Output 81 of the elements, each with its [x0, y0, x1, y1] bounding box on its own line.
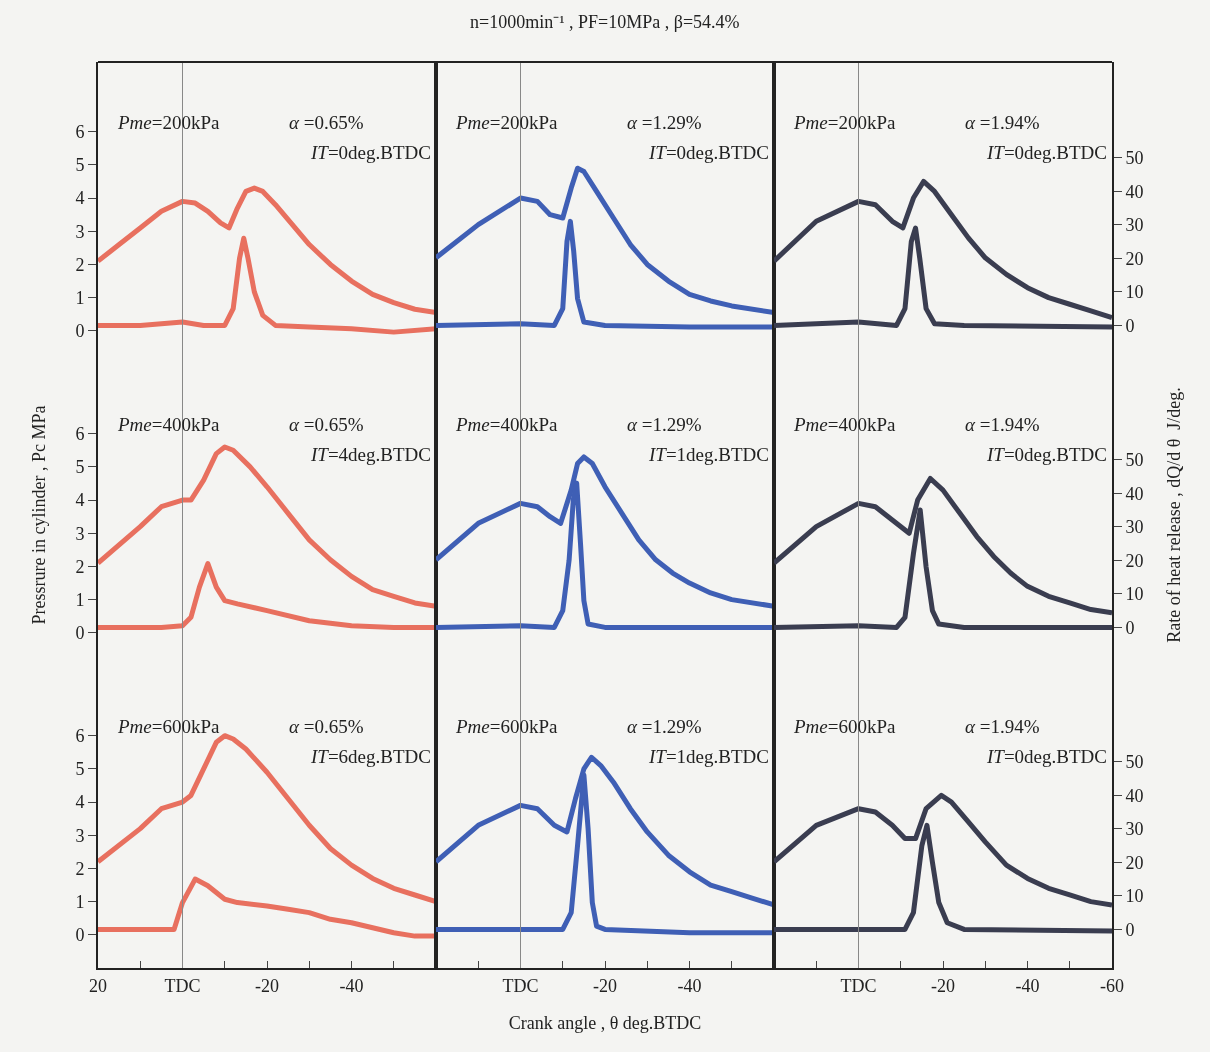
y-tick-label: 0: [75, 925, 85, 946]
annotation: IT=0deg.BTDC: [310, 142, 431, 163]
y-tick-label: 1: [75, 287, 85, 308]
y2-tick-label: 20: [1125, 852, 1144, 873]
y2-tick-label: 0: [1125, 315, 1135, 336]
y2-tick-label: 10: [1125, 282, 1144, 303]
y-tick-label: 6: [75, 725, 85, 746]
annotation: α =1.29%: [627, 716, 702, 737]
y-tick-label: 5: [75, 457, 85, 478]
annotation: IT=6deg.BTDC: [310, 746, 431, 767]
y-tick-label: 0: [75, 623, 85, 644]
x-tick-label: 20: [89, 975, 107, 996]
annotation: IT=0deg.BTDC: [986, 444, 1107, 465]
y2-axis-title: Rate of heat release , dQ/d θ J/deg.: [1164, 387, 1185, 643]
y-tick-label: 1: [75, 589, 85, 610]
y-tick-label: 3: [75, 523, 85, 544]
annotation: α =0.65%: [289, 112, 364, 133]
y2-tick-label: 40: [1125, 181, 1144, 202]
x-tick-label: -20: [593, 975, 617, 996]
annotation: α =1.94%: [965, 716, 1040, 737]
y-tick-label: 2: [75, 254, 85, 275]
annotation: IT=1deg.BTDC: [648, 444, 769, 465]
y-tick-label: 2: [75, 556, 85, 577]
y2-tick-label: 20: [1125, 248, 1144, 269]
annotation: Pme=400kPa: [117, 414, 221, 435]
y-tick-label: 4: [75, 792, 85, 813]
annotation: Pme=200kPa: [455, 112, 559, 133]
y-axis-title: Pressrure in cylinder , Pc MPa: [29, 405, 50, 625]
annotation: α =0.65%: [289, 414, 364, 435]
annotation: α =1.94%: [965, 112, 1040, 133]
x-axis-title: Crank angle , θ deg.BTDC: [508, 1013, 702, 1034]
y-tick-label: 4: [75, 490, 85, 511]
x-tick-label: TDC: [164, 975, 201, 996]
y-tick-label: 0: [75, 321, 85, 342]
annotation: IT=4deg.BTDC: [310, 444, 431, 465]
y-tick-label: 1: [75, 891, 85, 912]
x-tick-label: -60: [1100, 975, 1124, 996]
y-tick-label: 5: [75, 155, 85, 176]
y2-tick-label: 30: [1125, 819, 1144, 840]
y2-tick-label: 0: [1125, 919, 1135, 940]
y2-tick-label: 40: [1125, 785, 1144, 806]
annotation: α =1.94%: [965, 414, 1040, 435]
y2-tick-label: 50: [1125, 147, 1144, 168]
y2-tick-label: 10: [1125, 584, 1144, 605]
annotation: α =1.29%: [627, 414, 702, 435]
y2-tick-label: 30: [1125, 215, 1144, 236]
y-tick-label: 2: [75, 858, 85, 879]
y-tick-label: 6: [75, 423, 85, 444]
annotation: Pme=600kPa: [117, 716, 221, 737]
y-tick-label: 6: [75, 121, 85, 142]
annotation: Pme=400kPa: [455, 414, 559, 435]
y-tick-label: 5: [75, 759, 85, 780]
y2-tick-label: 20: [1125, 550, 1144, 571]
y2-tick-label: 10: [1125, 886, 1144, 907]
y-tick-label: 3: [75, 221, 85, 242]
annotation: Pme=600kPa: [793, 716, 897, 737]
x-tick-label: TDC: [840, 975, 877, 996]
annotation: α =1.29%: [627, 112, 702, 133]
x-tick-label: -40: [339, 975, 364, 996]
annotation: Pme=600kPa: [455, 716, 559, 737]
annotation: IT=0deg.BTDC: [986, 142, 1107, 163]
annotation: IT=1deg.BTDC: [648, 746, 769, 767]
annotation: IT=0deg.BTDC: [648, 142, 769, 163]
annotation: Pme=200kPa: [793, 112, 897, 133]
x-tick-label: -40: [677, 975, 702, 996]
chart-title: n=1000min⁻¹ , PF=10MPa , β=54.4%: [470, 12, 740, 32]
annotation: Pme=200kPa: [117, 112, 221, 133]
x-tick-label: -40: [1015, 975, 1040, 996]
x-tick-label: -20: [255, 975, 279, 996]
y2-tick-label: 0: [1125, 617, 1135, 638]
y2-tick-label: 40: [1125, 483, 1144, 504]
annotation: α =0.65%: [289, 716, 364, 737]
y2-tick-label: 50: [1125, 449, 1144, 470]
annotation: Pme=400kPa: [793, 414, 897, 435]
y-tick-label: 4: [75, 188, 85, 209]
x-tick-label: -20: [931, 975, 955, 996]
y2-tick-label: 50: [1125, 751, 1144, 772]
annotation: IT=0deg.BTDC: [986, 746, 1107, 767]
y2-tick-label: 30: [1125, 517, 1144, 538]
x-tick-label: TDC: [502, 975, 539, 996]
y-tick-label: 3: [75, 825, 85, 846]
